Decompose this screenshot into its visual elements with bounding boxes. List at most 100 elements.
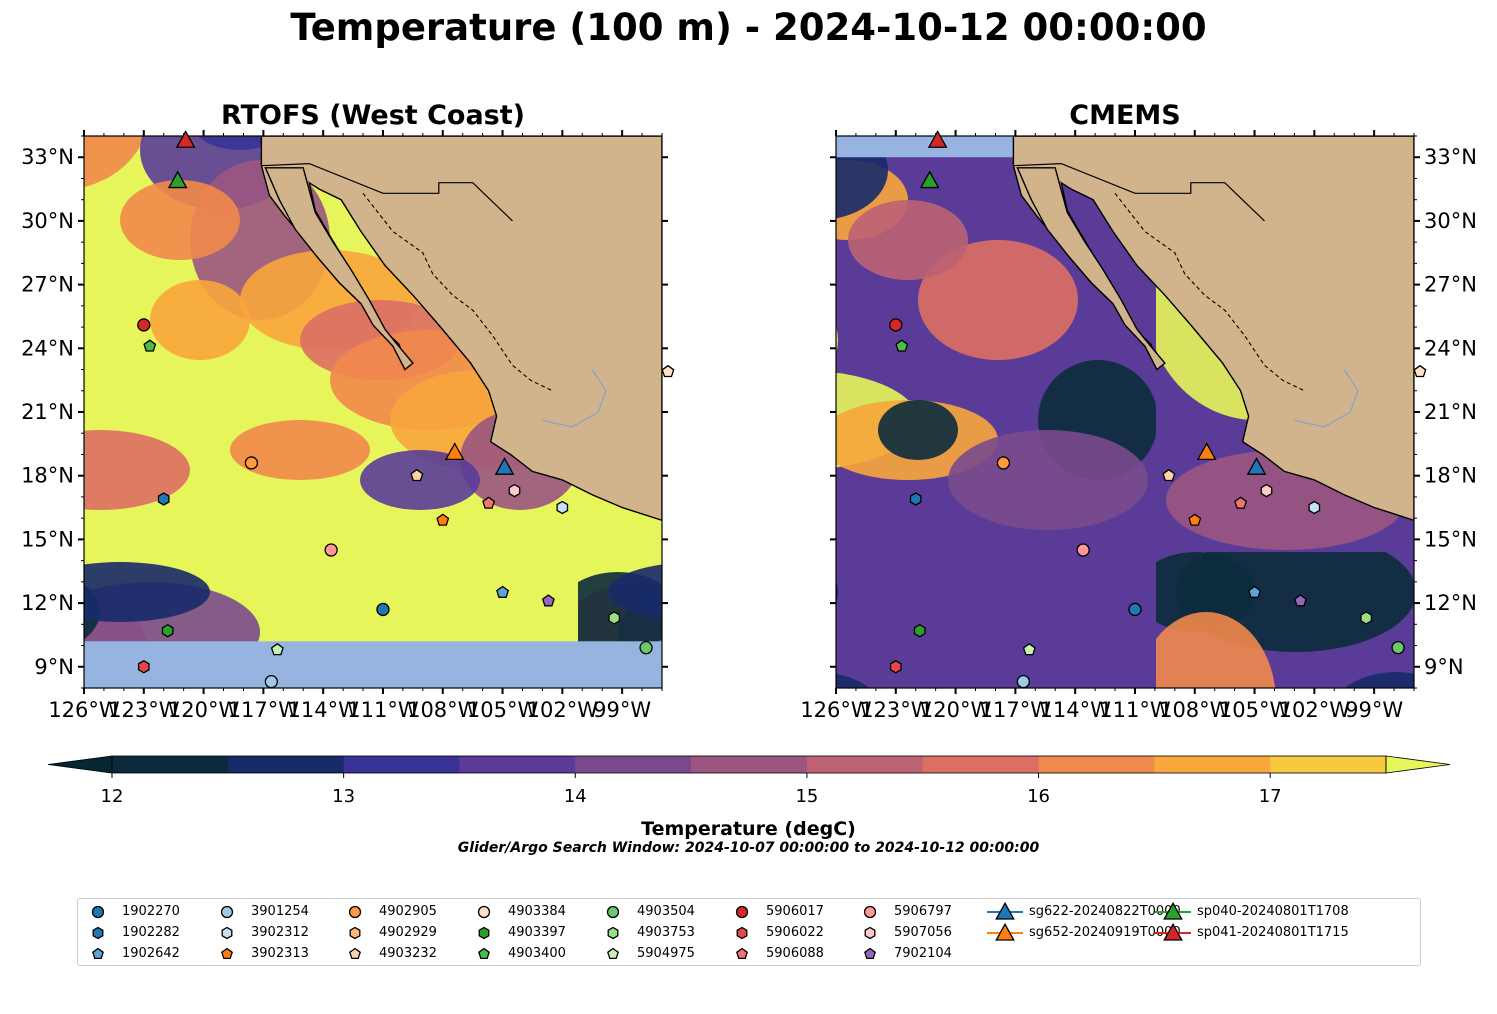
river [542,369,607,428]
obs-1902282 [909,492,922,506]
obs-sp041-20240801T1715 [175,130,196,148]
obs-sg622-20240822T0000 [494,457,515,475]
lat-label: 9°N [1424,655,1464,679]
legend-marker [221,947,233,960]
obs-5904975 [1022,642,1036,656]
map-panel-cmems: 33°N 30°N 27°N 24°N 21°N 18°N 15°N 12°N 9°N 126°W… [800,130,1477,722]
legend-label: 5904975 [637,946,695,961]
legend-marker [92,947,104,960]
hexagon-marker-icon [736,926,748,940]
lat-label: 21°N [21,400,74,424]
lon-label: 108°W [407,698,479,722]
obs-1902270 [376,602,390,617]
hexagon-marker-icon [349,926,361,940]
search-window-subtitle: Glider/Argo Search Window: 2024-10-07 00… [457,840,1040,856]
hexagon-marker-icon [221,926,233,940]
pentagon-marker-icon [478,947,490,960]
observations-cmems [889,130,1427,689]
colorbar-bin [112,756,229,773]
legend-marker [220,905,234,919]
colorbar-tick-label: 12 [100,786,124,807]
lat-label: 33°N [1424,145,1477,169]
obs-3901254 [264,674,279,689]
lon-label: 120°W [920,698,992,722]
circle-marker-icon [606,905,620,919]
legend-label: 1902282 [122,925,180,940]
circle-marker-icon [220,905,234,919]
obs-4903397 [161,623,174,638]
colorbar-bin [691,756,808,773]
colorbar-bin [459,756,576,773]
legend-marker [864,926,876,940]
colorbar-tick-label: 14 [563,786,587,807]
obs-3902313 [436,513,450,526]
lat-label: 27°N [1424,273,1477,297]
colorbar-tick-label: 17 [1258,786,1282,807]
lon-label: 114°W [287,698,359,722]
obs-7902104 [1293,594,1307,607]
obs-3902312 [556,500,569,515]
lat-label: 18°N [21,464,74,488]
lat-label: 12°N [1424,591,1477,615]
obs-7902104 [541,594,555,607]
lon-label: 105°W [1219,698,1291,722]
obs-4903504 [1391,641,1405,655]
legend-marker [995,902,1015,920]
legend-label: 1902642 [122,946,180,961]
legend-marker [478,926,490,940]
river [1294,369,1359,428]
legend-marker [349,947,361,960]
legend-marker [477,905,491,919]
hexagon-marker-icon [478,926,490,940]
legend-label: sp041-20240801T1715 [1197,925,1349,940]
lon-label: 99°W [593,698,651,722]
observations-rtofs [137,130,675,689]
hexagon-marker-icon [607,926,619,940]
obs-1902270 [1128,602,1142,617]
legend-label: 5906797 [894,904,952,919]
colorbar-bin [806,756,924,773]
legend-marker [1163,923,1183,941]
colorbar-bin [575,756,692,773]
obs-sg652-20240919T0000 [444,442,465,460]
legend-label: sg622-20240822T0000 [1029,904,1181,919]
legend-marker [478,947,490,960]
border-line [1013,162,1265,222]
obs-4903753 [1360,611,1373,625]
lat-label: 30°N [1424,209,1477,233]
pentagon-marker-icon [864,947,876,960]
lat-label: 30°N [21,209,74,233]
obs-3902312 [1308,500,1321,515]
obs-sg652-20240919T0000 [1196,442,1217,460]
obs-5906017 [137,318,151,332]
legend-marker [736,926,748,940]
legend-label: 4903384 [508,904,566,919]
legend-label: 4903504 [637,904,695,919]
colorbar-frame [111,755,1387,774]
legend-marker [606,905,620,919]
legend-label: 4903397 [508,925,566,940]
lon-label: 105°W [467,698,539,722]
obs-4903397 [913,623,926,638]
lat-label: 18°N [1424,464,1477,488]
obs-4902905 [244,456,259,470]
legend-label: 3902313 [251,946,309,961]
obs-4903232 [1162,468,1176,482]
colorbar-label: Temperature (degC) [641,818,856,840]
colorbar-bin [1154,756,1271,773]
legend-marker [863,905,877,919]
legend-marker [735,905,749,919]
lon-label: 126°W [800,698,872,722]
colorbar-under-arrow [47,755,113,774]
lon-label: 102°W [1279,698,1351,722]
panel-title-rtofs: RTOFS (West Coast) [221,100,525,131]
legend-label: 5906022 [766,925,824,940]
colorbar-bin [922,756,1040,773]
legend-label: 1902270 [122,904,180,919]
obs-sp040-20240801T1708 [919,170,940,189]
legend-label: 5906017 [766,904,824,919]
obs-5906017 [889,318,903,332]
legend-label: 7902104 [894,946,952,961]
obs-5906797 [1076,543,1090,557]
land-baja [1016,167,1166,371]
